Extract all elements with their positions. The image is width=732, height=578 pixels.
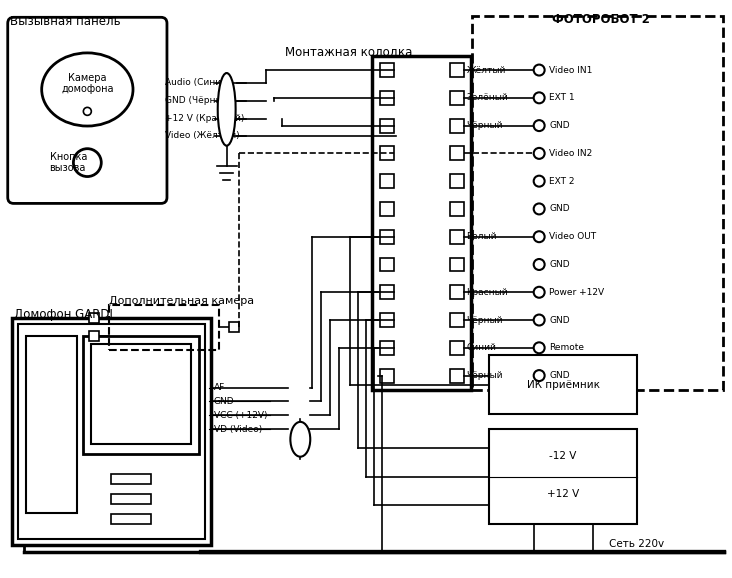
Circle shape	[534, 148, 545, 159]
Text: EXT 1: EXT 1	[549, 93, 575, 102]
Bar	[26, 336, 78, 513]
Circle shape	[534, 287, 545, 298]
Bar	[380, 286, 394, 299]
Bar	[92, 344, 191, 443]
Bar	[449, 258, 463, 272]
Text: GND: GND	[549, 260, 569, 269]
Circle shape	[534, 314, 545, 325]
Bar	[380, 202, 394, 216]
Text: Сеть 220v: Сеть 220v	[609, 539, 664, 549]
Circle shape	[534, 120, 545, 131]
Circle shape	[73, 149, 101, 176]
Text: GND: GND	[549, 205, 569, 213]
Bar	[109, 305, 219, 350]
Text: Монтажная колодка: Монтажная колодка	[285, 45, 413, 58]
Ellipse shape	[291, 422, 310, 457]
Text: ФОТОРОБОТ 2: ФОТОРОБОТ 2	[552, 13, 650, 27]
Text: +12 V (Красный): +12 V (Красный)	[165, 114, 244, 123]
Text: VD (Video): VD (Video)	[214, 425, 262, 434]
Text: AF: AF	[214, 383, 225, 392]
Ellipse shape	[217, 73, 236, 146]
Bar	[490, 355, 637, 414]
Circle shape	[534, 203, 545, 214]
Bar	[83, 336, 199, 454]
Text: Чёрный: Чёрный	[466, 371, 503, 380]
Text: GND: GND	[549, 316, 569, 324]
FancyBboxPatch shape	[8, 17, 167, 203]
Text: Зелёный: Зелёный	[466, 93, 508, 102]
Text: ИК приёмник: ИК приёмник	[526, 380, 600, 390]
Text: Синий: Синий	[466, 343, 496, 353]
Text: GND: GND	[214, 397, 234, 406]
Text: GND: GND	[549, 371, 569, 380]
Circle shape	[534, 231, 545, 242]
Text: VCC (+12V): VCC (+12V)	[214, 411, 267, 420]
Bar	[449, 174, 463, 188]
Bar	[449, 369, 463, 383]
Bar	[449, 229, 463, 244]
Text: Чёрный: Чёрный	[466, 316, 503, 324]
Text: Power +12V: Power +12V	[549, 288, 604, 297]
Bar	[449, 118, 463, 132]
Bar	[449, 63, 463, 77]
Bar	[111, 474, 151, 484]
Bar	[380, 369, 394, 383]
Circle shape	[534, 92, 545, 103]
Bar	[12, 318, 211, 544]
Bar	[449, 286, 463, 299]
Bar	[449, 146, 463, 160]
Bar	[228, 323, 239, 332]
Text: Белый: Белый	[466, 232, 497, 241]
Circle shape	[534, 259, 545, 270]
Text: Remote: Remote	[549, 343, 584, 353]
Circle shape	[534, 65, 545, 76]
Bar	[111, 514, 151, 524]
Text: Дополнительная камера: Дополнительная камера	[109, 296, 254, 306]
Bar	[380, 258, 394, 272]
Bar	[372, 56, 471, 390]
Text: Video IN2: Video IN2	[549, 149, 592, 158]
Bar	[89, 313, 100, 323]
Bar	[380, 118, 394, 132]
Circle shape	[534, 370, 545, 381]
Bar	[380, 341, 394, 355]
Text: Кнопка
вызова: Кнопка вызова	[50, 152, 87, 173]
Bar	[380, 146, 394, 160]
Bar	[380, 91, 394, 105]
Text: EXT 2: EXT 2	[549, 177, 575, 186]
Text: GND (Чёрный): GND (Чёрный)	[165, 97, 232, 105]
Text: Жёлтый: Жёлтый	[466, 65, 506, 75]
Bar	[449, 91, 463, 105]
Bar	[380, 313, 394, 327]
Text: GND: GND	[549, 121, 569, 130]
Bar	[380, 63, 394, 77]
Text: Домофон GARDI: Домофон GARDI	[14, 308, 113, 321]
Ellipse shape	[42, 53, 133, 126]
Text: +12 V: +12 V	[547, 488, 579, 499]
Text: Чёрный: Чёрный	[466, 121, 503, 130]
Bar	[472, 16, 723, 390]
Text: Video IN1: Video IN1	[549, 65, 592, 75]
Bar	[449, 313, 463, 327]
Bar	[449, 202, 463, 216]
Bar	[18, 324, 205, 539]
Text: Video OUT: Video OUT	[549, 232, 597, 241]
Bar	[111, 494, 151, 504]
Text: Камера
домофона: Камера домофона	[61, 73, 113, 94]
Polygon shape	[123, 455, 141, 463]
Circle shape	[534, 342, 545, 353]
Circle shape	[83, 108, 92, 116]
Text: Красный: Красный	[466, 288, 508, 297]
Text: Вызывная панель: Вызывная панель	[10, 16, 120, 28]
Bar	[449, 341, 463, 355]
Text: Audio (Синий): Audio (Синий)	[165, 79, 231, 87]
Bar	[89, 331, 100, 341]
Text: Video (Жёлтый): Video (Жёлтый)	[165, 131, 239, 140]
Text: -12 V: -12 V	[549, 451, 577, 461]
Circle shape	[534, 176, 545, 187]
Bar	[380, 229, 394, 244]
Bar	[380, 174, 394, 188]
Bar	[490, 429, 637, 524]
